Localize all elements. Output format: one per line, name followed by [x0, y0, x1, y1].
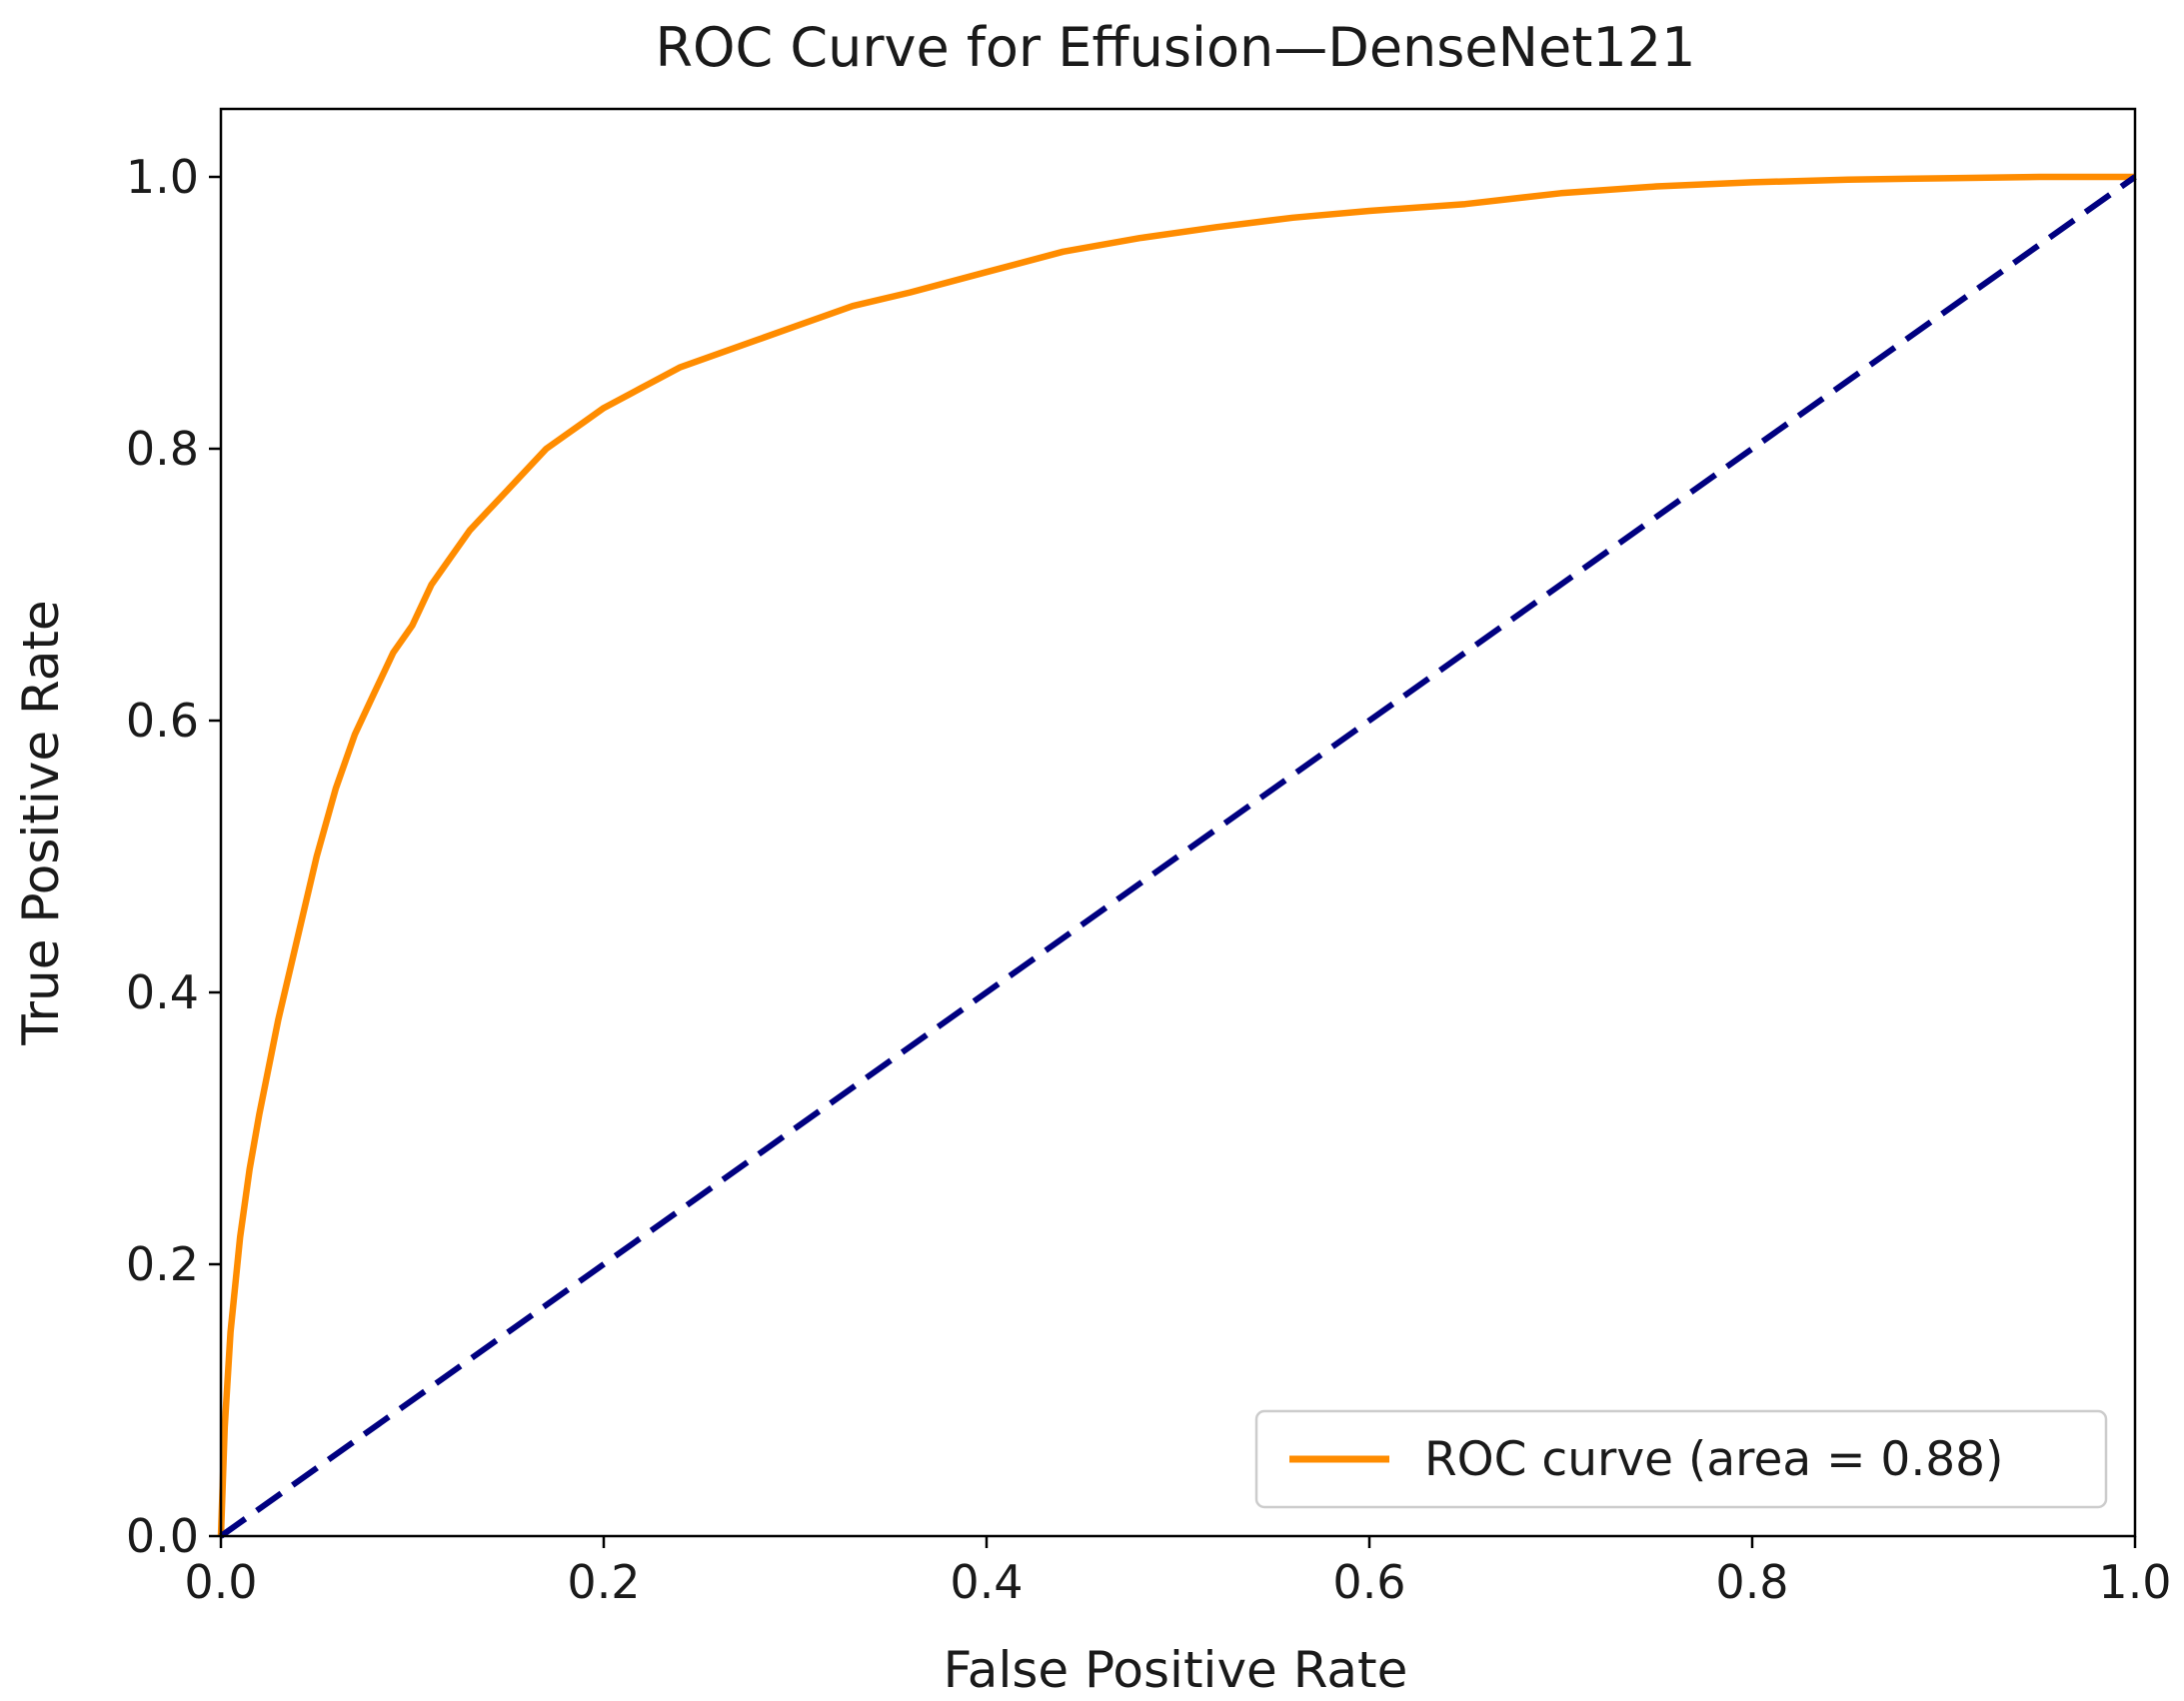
- y-tick-label: 0.8: [126, 422, 199, 476]
- y-tick-label: 0.0: [126, 1509, 199, 1563]
- y-axis-label: True Positive Rate: [12, 600, 70, 1045]
- x-tick-label: 0.8: [1715, 1555, 1788, 1609]
- roc-curve-line: [217, 173, 2135, 1537]
- x-tick-label: 0.6: [1332, 1555, 1405, 1609]
- legend-box: [1254, 1409, 2108, 1509]
- chart-title: ROC Curve for Effusion—DenseNet121: [656, 16, 1696, 79]
- x-axis-ticks: 0.0 0.2 0.4 0.6 0.8 1.0: [184, 1536, 2172, 1609]
- chance-diagonal-line: [219, 174, 2137, 1539]
- y-tick-label: 0.4: [126, 965, 199, 1019]
- legend-label: ROC curve (area = 0.88): [1424, 1432, 2003, 1487]
- x-axis-label: False Positive Rate: [944, 1641, 1408, 1699]
- series-layer: [217, 173, 2137, 1539]
- plot-area: [221, 109, 2135, 1536]
- x-tick-label: 0.0: [184, 1555, 257, 1609]
- x-tick-label: 1.0: [2098, 1555, 2171, 1609]
- x-tick-label: 0.4: [950, 1555, 1023, 1609]
- y-tick-label: 1.0: [126, 150, 199, 204]
- legend: ROC curve (area = 0.88): [1254, 1409, 2108, 1509]
- x-tick-label: 0.2: [567, 1555, 640, 1609]
- plot-frame: [219, 107, 2137, 1538]
- y-axis-ticks: 0.0 0.2 0.4 0.6 0.8 1.0: [126, 150, 221, 1563]
- y-tick-label: 0.2: [126, 1237, 199, 1291]
- y-tick-label: 0.6: [126, 694, 199, 748]
